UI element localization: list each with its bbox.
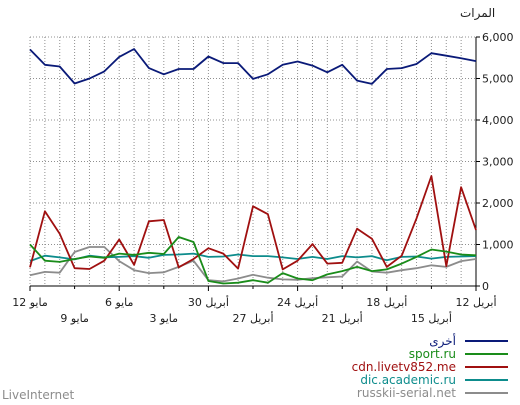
- brand-label: LiveInternet: [2, 388, 74, 402]
- legend-label: cdn.livetv852.me: [352, 360, 456, 374]
- x-tick-label: 21 أبريل: [322, 311, 363, 325]
- series-line: [29, 48, 477, 85]
- y-tick-label: 0: [482, 280, 489, 293]
- x-tick-label: 6 مايو: [105, 296, 134, 309]
- x-tick-label: 3 مايو: [150, 312, 179, 325]
- legend-label: أخرى: [429, 333, 456, 349]
- x-tick-label: 27 أبريل: [232, 311, 273, 325]
- y-tick-label: 6,000: [482, 31, 514, 44]
- x-tick-label: 12 أبريل: [455, 295, 496, 309]
- x-tick-label: 9 مايو: [60, 312, 89, 325]
- x-tick-label: 15 أبريل: [411, 311, 452, 325]
- series-line: [29, 175, 477, 271]
- y-tick-label: 5,000: [482, 73, 514, 86]
- series-line: [29, 236, 477, 285]
- y-tick-labels: 0 1,000 2,000 3,000 4,000 5,000 6,000: [482, 31, 514, 293]
- y-tick-label: 3,000: [482, 156, 514, 169]
- series-line: [29, 246, 477, 283]
- legend-label: sport.ru: [409, 347, 456, 361]
- y-tick-label: 4,000: [482, 114, 514, 127]
- legend-label: dic.academic.ru: [360, 373, 456, 387]
- x-tick-label: 12 مايو: [12, 296, 48, 309]
- legend-label: russkii-serial.net: [357, 386, 456, 400]
- x-tick-label: 18 أبريل: [366, 295, 407, 309]
- y-axis-label: المرات: [460, 6, 495, 21]
- y-tick-label: 1,000: [482, 239, 514, 252]
- x-tick-label: 24 أبريل: [277, 295, 318, 309]
- legend: أخرىsport.rucdn.livetv852.medic.academic…: [352, 333, 508, 400]
- x-tick-label: 30 أبريل: [188, 295, 229, 309]
- series-lines: [29, 48, 477, 285]
- x-tick-labels: 12 مايو 6 مايو 30 أبريل 24 أبريل 18 أبريل 12 …: [12, 295, 496, 325]
- axes: [29, 36, 480, 291]
- y-tick-label: 2,000: [482, 197, 514, 210]
